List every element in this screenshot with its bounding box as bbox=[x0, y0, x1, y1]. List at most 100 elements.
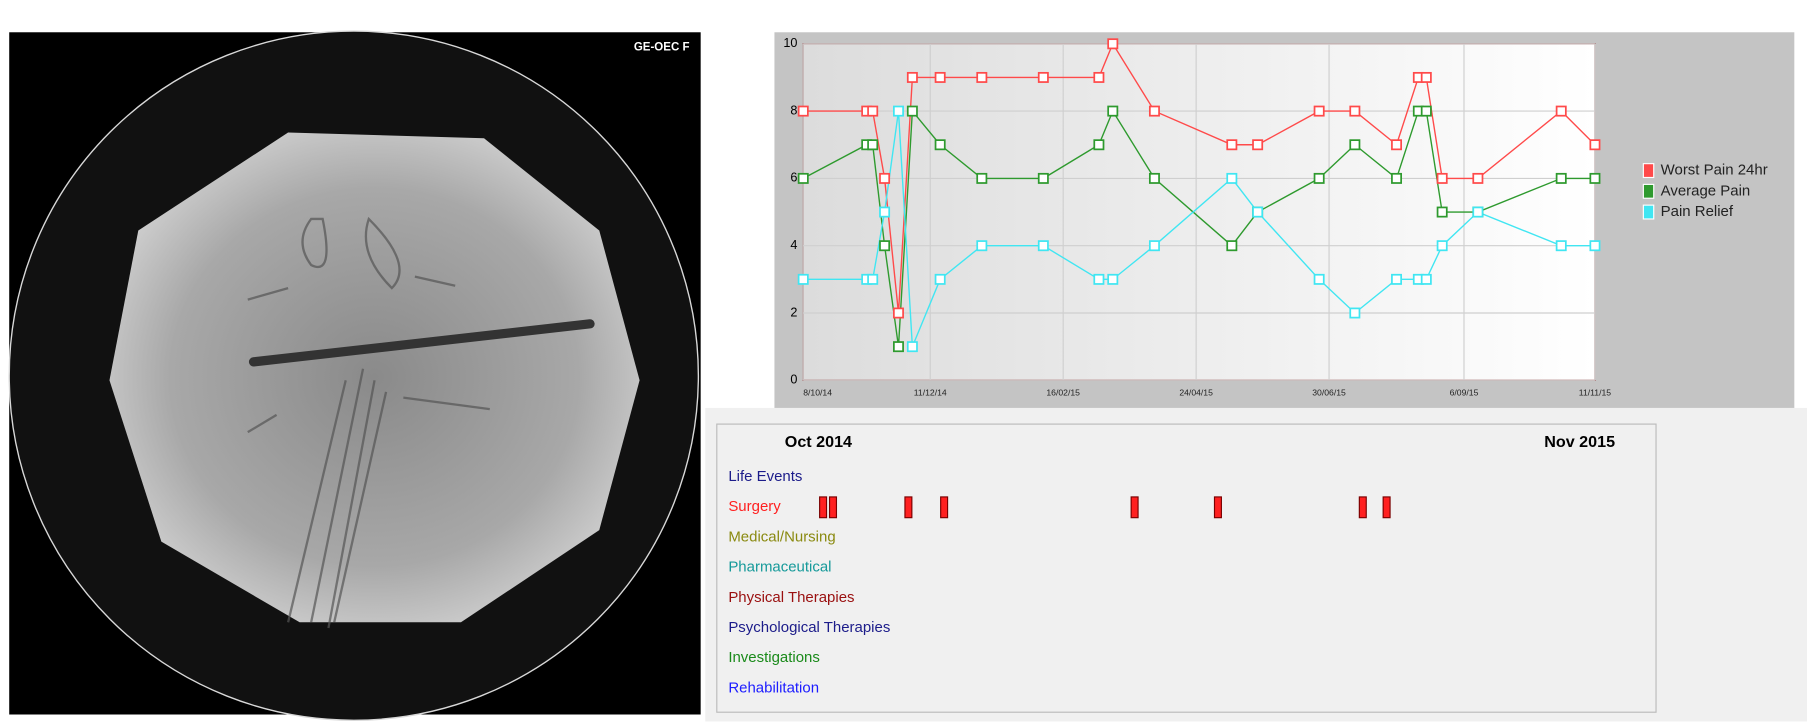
data-point bbox=[1438, 174, 1447, 183]
data-point bbox=[1150, 106, 1159, 115]
legend-label: Average Pain bbox=[1661, 182, 1751, 199]
timeline-row-label: Physical Therapies bbox=[728, 589, 854, 606]
data-point bbox=[977, 73, 986, 82]
legend-swatch bbox=[1643, 164, 1653, 178]
screenshot: GE-OEC F Oct 2014 Nov 2015 0 2 4 6 8 10 8/10/1… bbox=[0, 0, 1807, 722]
data-point bbox=[868, 140, 877, 149]
event-marker bbox=[941, 497, 948, 518]
data-point bbox=[1590, 140, 1599, 149]
x-tick-label: 16/02/15 bbox=[1046, 387, 1080, 397]
data-point bbox=[1094, 73, 1103, 82]
x-tick-label: 30/06/15 bbox=[1312, 387, 1346, 397]
page: GE-OEC F Oct 2014 Nov 2015 0 2 4 6 8 10 8/10/1… bbox=[0, 0, 1807, 722]
data-point bbox=[1108, 275, 1117, 284]
x-tick-label: 6/09/15 bbox=[1450, 387, 1479, 397]
event-marker bbox=[1383, 497, 1390, 518]
timeline-event bbox=[1383, 497, 1390, 518]
data-point bbox=[1422, 73, 1431, 82]
data-point bbox=[1315, 174, 1324, 183]
timeline-event bbox=[830, 497, 837, 518]
x-tick-label: 8/10/14 bbox=[803, 387, 832, 397]
data-point bbox=[1438, 241, 1447, 250]
data-point bbox=[799, 275, 808, 284]
timeline-row-label: Medical/Nursing bbox=[728, 528, 835, 545]
data-point bbox=[1392, 275, 1401, 284]
data-point bbox=[1150, 241, 1159, 250]
data-point bbox=[799, 174, 808, 183]
y-tick-label: 8 bbox=[790, 103, 797, 117]
timeline-row-label: Surgery bbox=[728, 498, 781, 515]
data-point bbox=[936, 140, 945, 149]
event-marker bbox=[1131, 497, 1138, 518]
data-point bbox=[908, 73, 917, 82]
data-point bbox=[1422, 275, 1431, 284]
data-point bbox=[894, 308, 903, 317]
data-point bbox=[1557, 241, 1566, 250]
y-tick-label: 0 bbox=[790, 373, 797, 387]
timeline-event bbox=[941, 497, 948, 518]
data-point bbox=[1227, 140, 1236, 149]
data-point bbox=[1438, 207, 1447, 216]
data-point bbox=[1315, 106, 1324, 115]
timeline-event bbox=[1214, 497, 1221, 518]
legend-swatch bbox=[1643, 205, 1653, 219]
data-point bbox=[880, 241, 889, 250]
legend-label: Worst Pain 24hr bbox=[1661, 162, 1768, 179]
data-point bbox=[1590, 241, 1599, 250]
x-tick-label: 11/11/15 bbox=[1579, 387, 1611, 397]
data-point bbox=[936, 73, 945, 82]
data-point bbox=[868, 106, 877, 115]
data-point bbox=[1315, 275, 1324, 284]
data-point bbox=[1227, 241, 1236, 250]
data-point bbox=[1350, 140, 1359, 149]
data-point bbox=[1108, 106, 1117, 115]
event-marker bbox=[1214, 497, 1221, 518]
data-point bbox=[880, 207, 889, 216]
y-tick-label: 2 bbox=[790, 305, 797, 319]
data-point bbox=[908, 106, 917, 115]
legend-label: Pain Relief bbox=[1661, 203, 1734, 220]
data-point bbox=[936, 275, 945, 284]
data-point bbox=[1350, 106, 1359, 115]
data-point bbox=[1473, 174, 1482, 183]
data-point bbox=[1150, 174, 1159, 183]
data-point bbox=[1392, 140, 1401, 149]
data-point bbox=[908, 342, 917, 351]
y-tick-label: 6 bbox=[790, 171, 797, 185]
data-point bbox=[1094, 275, 1103, 284]
data-point bbox=[1253, 140, 1262, 149]
data-point bbox=[1039, 241, 1048, 250]
data-point bbox=[1039, 174, 1048, 183]
data-point bbox=[1590, 174, 1599, 183]
x-tick-label: 24/04/15 bbox=[1179, 387, 1213, 397]
data-point bbox=[1350, 308, 1359, 317]
xray-label: GE-OEC F bbox=[634, 41, 690, 53]
data-point bbox=[880, 174, 889, 183]
data-point bbox=[1392, 174, 1401, 183]
event-marker bbox=[1359, 497, 1366, 518]
data-point bbox=[894, 106, 903, 115]
xray-image: GE-OEC F bbox=[9, 31, 700, 720]
data-point bbox=[799, 106, 808, 115]
event-marker bbox=[820, 497, 827, 518]
y-tick-label: 10 bbox=[783, 36, 797, 50]
timeline-row-label: Life Events bbox=[728, 468, 802, 485]
data-point bbox=[1422, 106, 1431, 115]
timeline-event bbox=[905, 497, 912, 518]
data-point bbox=[1039, 73, 1048, 82]
timeline-event bbox=[820, 497, 827, 518]
timeline-start: Oct 2014 bbox=[785, 433, 852, 451]
event-marker bbox=[830, 497, 837, 518]
timeline-end: Nov 2015 bbox=[1544, 433, 1615, 451]
x-tick-label: 11/12/14 bbox=[914, 387, 947, 397]
data-point bbox=[1253, 207, 1262, 216]
timeline-row-label: Rehabilitation bbox=[728, 679, 819, 696]
timeline-event bbox=[1359, 497, 1366, 518]
y-tick-label: 4 bbox=[790, 238, 797, 252]
event-marker bbox=[905, 497, 912, 518]
timeline-event bbox=[1131, 497, 1138, 518]
timeline-row-label: Psychological Therapies bbox=[728, 619, 890, 636]
data-point bbox=[1108, 39, 1117, 48]
data-point bbox=[868, 275, 877, 284]
data-point bbox=[1557, 174, 1566, 183]
